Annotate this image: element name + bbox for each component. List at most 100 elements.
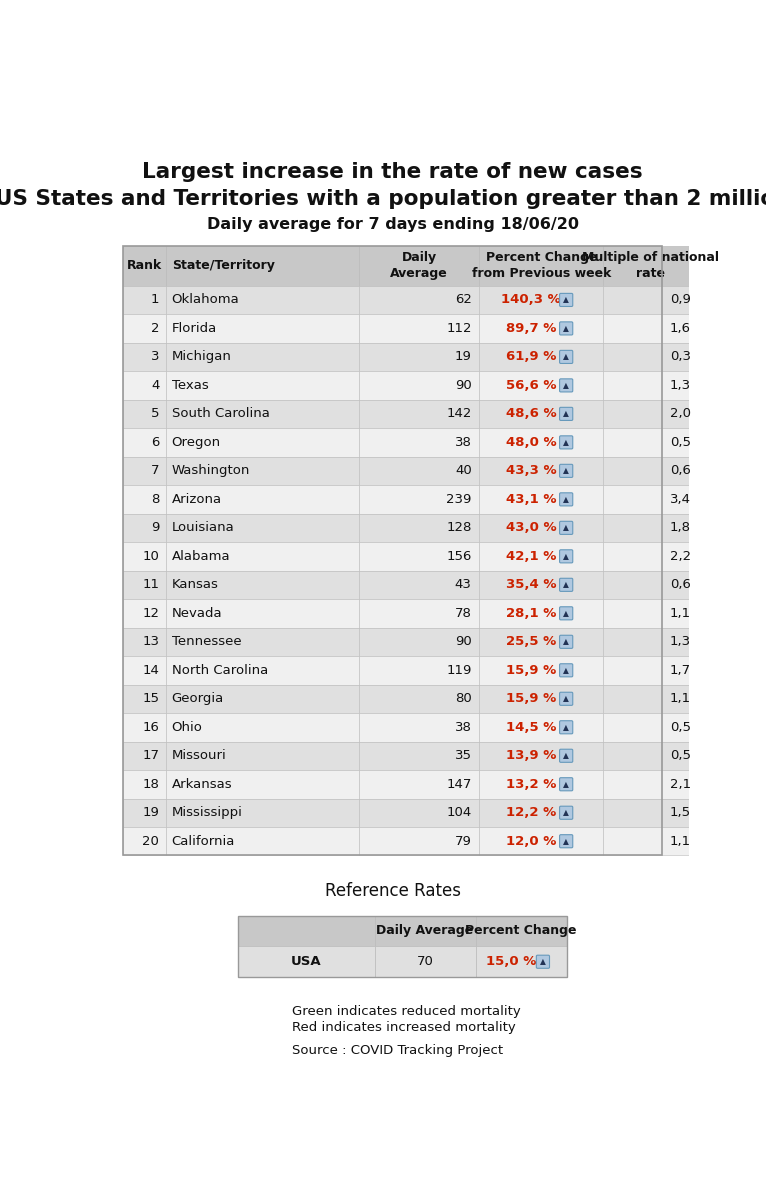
Bar — [123, 428, 165, 457]
Text: 147: 147 — [447, 778, 472, 791]
Bar — [123, 827, 165, 856]
Text: Louisiana: Louisiana — [172, 521, 234, 534]
Bar — [165, 742, 359, 770]
Text: Multiple of national
rate: Multiple of national rate — [581, 251, 719, 281]
Text: 128: 128 — [447, 521, 472, 534]
Bar — [123, 246, 165, 286]
Bar — [604, 457, 697, 485]
Text: 78: 78 — [455, 607, 472, 620]
Bar — [604, 485, 697, 514]
Text: ▲: ▲ — [540, 958, 546, 966]
Bar — [480, 713, 604, 742]
Bar — [123, 286, 165, 314]
Text: 13,9 %: 13,9 % — [506, 749, 561, 762]
FancyBboxPatch shape — [560, 835, 573, 847]
Bar — [604, 628, 697, 656]
Text: 1,1: 1,1 — [669, 692, 691, 706]
Bar — [165, 246, 359, 286]
Text: Florida: Florida — [172, 322, 217, 335]
Bar — [165, 542, 359, 570]
Text: 1,1: 1,1 — [669, 835, 691, 847]
Bar — [123, 514, 165, 542]
Bar — [165, 371, 359, 400]
Bar — [359, 514, 480, 542]
Bar — [359, 599, 480, 628]
Bar — [123, 570, 165, 599]
Text: 5: 5 — [151, 407, 159, 420]
Bar — [123, 246, 663, 856]
Bar — [165, 457, 359, 485]
Text: Oregon: Oregon — [172, 436, 221, 449]
Text: ▲: ▲ — [563, 637, 569, 647]
Text: 48,6 %: 48,6 % — [506, 407, 561, 420]
Text: ▲: ▲ — [563, 295, 569, 305]
Bar — [375, 947, 476, 977]
Bar — [165, 827, 359, 856]
Bar — [604, 684, 697, 713]
Bar — [604, 246, 697, 286]
Bar — [604, 713, 697, 742]
Text: 1,5: 1,5 — [669, 806, 691, 820]
Text: 142: 142 — [447, 407, 472, 420]
Text: 18: 18 — [142, 778, 159, 791]
Bar — [375, 916, 476, 947]
Text: 140,3 %: 140,3 % — [502, 294, 566, 306]
Bar — [359, 628, 480, 656]
Text: ▲: ▲ — [563, 380, 569, 390]
Bar — [476, 916, 567, 947]
Text: ▲: ▲ — [563, 552, 569, 560]
Text: 0,6: 0,6 — [670, 464, 691, 478]
Text: 1,8: 1,8 — [670, 521, 691, 534]
Text: Largest increase in the rate of new cases: Largest increase in the rate of new case… — [142, 162, 643, 182]
Text: Daily average for 7 days ending 18/06/20: Daily average for 7 days ending 18/06/20 — [207, 216, 578, 232]
Text: North Carolina: North Carolina — [172, 664, 268, 677]
Text: Percent Change: Percent Change — [466, 924, 577, 937]
Text: Alabama: Alabama — [172, 550, 231, 563]
Text: 79: 79 — [455, 835, 472, 847]
Bar — [604, 371, 697, 400]
FancyBboxPatch shape — [560, 692, 573, 706]
Bar — [359, 542, 480, 570]
Text: 104: 104 — [447, 806, 472, 820]
FancyBboxPatch shape — [560, 664, 573, 677]
Text: 43,3 %: 43,3 % — [506, 464, 561, 478]
Text: ▲: ▲ — [563, 438, 569, 446]
FancyBboxPatch shape — [560, 379, 573, 392]
Bar — [165, 343, 359, 371]
FancyBboxPatch shape — [560, 322, 573, 335]
Bar — [359, 713, 480, 742]
Text: 239: 239 — [447, 493, 472, 506]
Bar — [123, 770, 165, 798]
Text: 25,5 %: 25,5 % — [506, 635, 561, 648]
Text: 20: 20 — [142, 835, 159, 847]
Text: 35: 35 — [455, 749, 472, 762]
Bar — [604, 770, 697, 798]
Bar — [480, 827, 604, 856]
Bar — [123, 343, 165, 371]
Bar — [480, 400, 604, 428]
FancyBboxPatch shape — [560, 778, 573, 791]
Text: 112: 112 — [446, 322, 472, 335]
Text: 43,1 %: 43,1 % — [506, 493, 561, 506]
Text: 90: 90 — [455, 635, 472, 648]
Bar — [480, 514, 604, 542]
Text: 10: 10 — [142, 550, 159, 563]
Text: 1,6: 1,6 — [670, 322, 691, 335]
Text: ▲: ▲ — [563, 836, 569, 846]
FancyBboxPatch shape — [560, 407, 573, 420]
Bar — [480, 570, 604, 599]
Bar — [123, 542, 165, 570]
Text: Daily
Average: Daily Average — [391, 251, 448, 281]
Text: 0,5: 0,5 — [670, 436, 691, 449]
FancyBboxPatch shape — [560, 721, 573, 734]
FancyBboxPatch shape — [560, 578, 573, 592]
Text: 0,5: 0,5 — [670, 749, 691, 762]
Bar — [480, 770, 604, 798]
Bar — [165, 713, 359, 742]
Text: Mississippi: Mississippi — [172, 806, 243, 820]
Text: Kansas: Kansas — [172, 578, 218, 592]
Text: 4: 4 — [151, 379, 159, 392]
Bar — [123, 798, 165, 827]
Text: 9: 9 — [151, 521, 159, 534]
Bar — [359, 457, 480, 485]
